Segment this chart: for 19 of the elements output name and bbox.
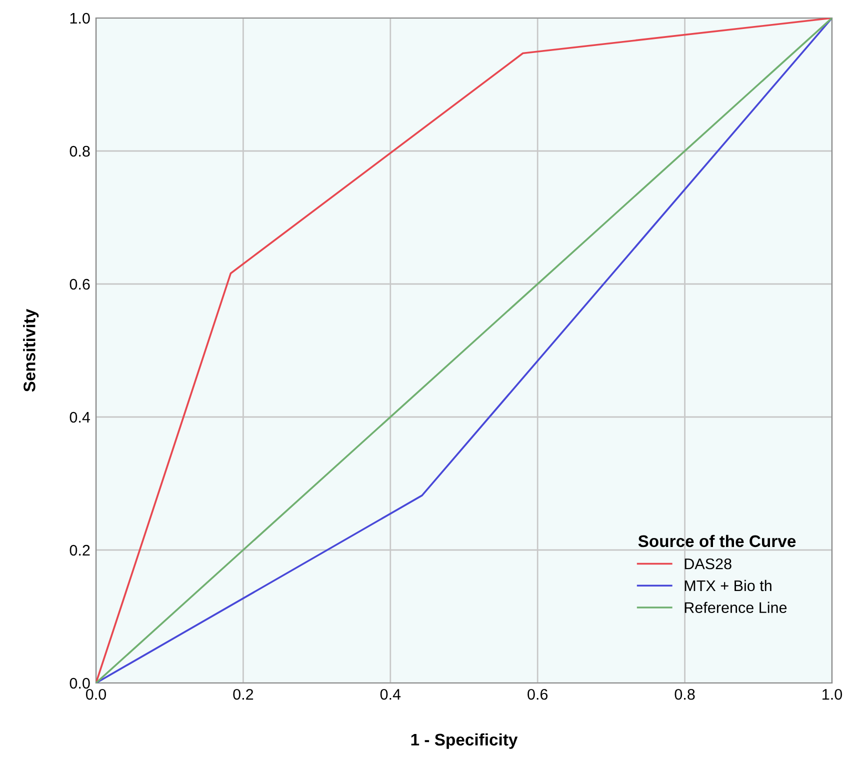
x-tick-label: 0.0 <box>86 688 106 700</box>
y-tick-label: 0.8 <box>70 146 90 157</box>
y-tick-label: 1.0 <box>70 12 90 24</box>
legend-label: Reference Line <box>684 602 787 614</box>
x-tick-label: 0.6 <box>528 688 548 700</box>
x-tick-label: 0.4 <box>380 688 401 700</box>
y-tick-label: 0.2 <box>70 544 90 556</box>
legend-title: Source of the Curve <box>638 534 796 548</box>
legend-label: MTX + Bio th <box>684 580 772 592</box>
y-tick-label: 0.6 <box>70 278 90 290</box>
legend-label: DAS28 <box>684 558 732 570</box>
y-tick-label: 0.0 <box>70 678 90 689</box>
x-axis-title: 1 - Specificity <box>411 733 518 749</box>
x-tick-label: 1.0 <box>822 688 842 700</box>
line-series <box>96 18 832 683</box>
y-tick-label: 0.4 <box>70 412 90 423</box>
x-tick-label: 0.2 <box>233 688 254 700</box>
x-tick-label: 0.8 <box>674 688 695 700</box>
y-axis-title: Sensitivity <box>23 308 39 392</box>
